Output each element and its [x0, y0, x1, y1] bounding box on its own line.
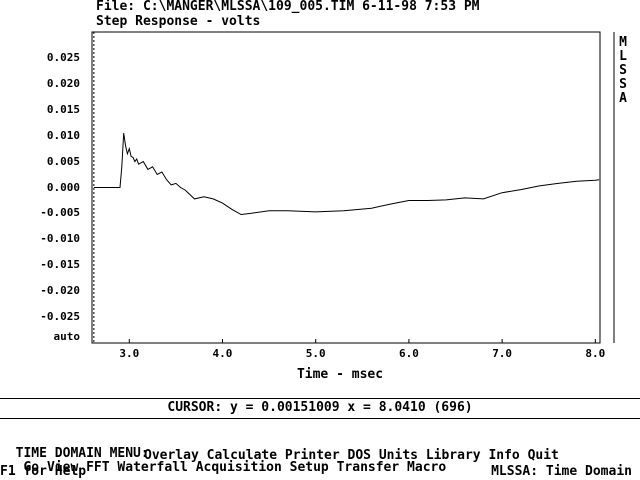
- x-axis-label: Time - msec: [296, 367, 384, 382]
- cursor-readout: CURSOR: y = 0.00151009 x = 8.0410 (696): [167, 400, 473, 415]
- menu-row-2: Overlay Calculate Printer DOS Units Libr…: [144, 449, 559, 463]
- menu-item-calculate[interactable]: Calculate: [206, 448, 278, 463]
- menu-row-1: TIME DOMAIN MENU: Go View FFT Waterfall …: [0, 433, 447, 475]
- y-tick-label: 0.015: [46, 102, 80, 116]
- x-tick-label: 6.0: [398, 347, 419, 360]
- file-line: File: C:\MANGER\MLSSA\109_005.TIM 6-11-9…: [96, 0, 480, 14]
- menu-item-view[interactable]: View: [46, 460, 79, 475]
- menu-title: TIME DOMAIN MENU:: [15, 446, 149, 461]
- plot-title: Step Response - volts: [96, 14, 261, 29]
- series-line: [93, 133, 600, 216]
- mode-status: MLSSA: Time Domain: [491, 464, 632, 479]
- x-tick-marks: [128, 339, 596, 343]
- help-hint: F1 for Help: [0, 464, 87, 479]
- divider-top: [0, 398, 640, 399]
- y-tick-label: 0.000: [46, 180, 80, 194]
- menu-item-dos[interactable]: DOS: [347, 448, 372, 463]
- y-tick-label: -0.005: [40, 206, 80, 220]
- x-tick-label: 7.0: [492, 347, 513, 360]
- y-auto-label: auto: [53, 330, 81, 343]
- menu-item-setup[interactable]: Setup: [289, 460, 329, 475]
- menu-item-waterfall[interactable]: Waterfall: [117, 460, 188, 475]
- menu-item-macro[interactable]: Macro: [407, 460, 447, 475]
- menu-item-acquisition[interactable]: Acquisition: [195, 460, 282, 475]
- x-tick-label: 4.0: [212, 347, 233, 360]
- menu-item-transfer[interactable]: Transfer: [336, 460, 400, 475]
- menu-item-library[interactable]: Library: [425, 448, 481, 463]
- menu-item-info[interactable]: Info: [488, 448, 520, 463]
- menu-item-fft[interactable]: FFT: [86, 460, 110, 475]
- y-tick-label: 0.010: [46, 128, 80, 142]
- menu-item-quit[interactable]: Quit: [527, 448, 559, 463]
- brand-letter: A: [619, 91, 627, 106]
- y-tick-label: -0.025: [40, 310, 80, 324]
- x-tick-label: 8.0: [585, 347, 606, 360]
- divider-bottom: [0, 418, 640, 419]
- x-tick-label: 3.0: [119, 347, 140, 360]
- brand-letter: M: [619, 35, 627, 50]
- brand-letter: S: [619, 63, 627, 78]
- y-tick-label: -0.020: [40, 284, 80, 298]
- y-tick-label: 0.005: [46, 154, 80, 168]
- y-tick-label: -0.010: [40, 232, 80, 246]
- y-tick-label: 0.025: [46, 50, 80, 64]
- y-tick-label: -0.015: [40, 258, 80, 272]
- plot-frame: [91, 31, 601, 344]
- x-tick-label: 5.0: [305, 347, 326, 360]
- menu-item-go[interactable]: Go: [23, 460, 40, 475]
- brand-letter: L: [619, 49, 627, 64]
- brand-letter: S: [619, 77, 627, 92]
- menu-item-units[interactable]: Units: [378, 448, 418, 463]
- step-response-chart: [91, 31, 615, 344]
- menu-item-printer[interactable]: Printer: [284, 448, 340, 463]
- menu-item-overlay[interactable]: Overlay: [144, 448, 199, 463]
- y-tick-label: 0.020: [46, 76, 80, 90]
